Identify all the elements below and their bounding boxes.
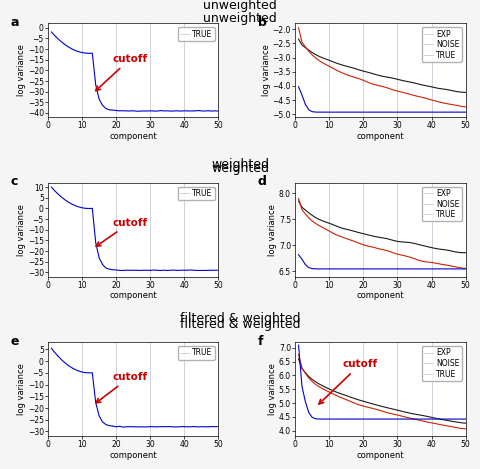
X-axis label: component: component [109,451,157,460]
Legend: EXP, NOISE, TRUE: EXP, NOISE, TRUE [421,187,462,221]
Y-axis label: log variance: log variance [17,204,26,256]
Text: a: a [11,16,19,29]
Text: weighted: weighted [211,162,269,175]
X-axis label: component: component [109,132,157,141]
Y-axis label: log variance: log variance [268,204,277,256]
Text: filtered & weighted: filtered & weighted [180,312,300,325]
Legend: EXP, NOISE, TRUE: EXP, NOISE, TRUE [421,27,462,62]
Text: f: f [258,335,263,348]
Text: cutoff: cutoff [96,54,148,91]
Legend: TRUE: TRUE [178,346,215,360]
X-axis label: component: component [109,291,157,300]
Text: cutoff: cutoff [96,372,148,403]
Y-axis label: log variance: log variance [17,45,26,96]
X-axis label: component: component [357,451,404,460]
Y-axis label: log variance: log variance [268,363,277,415]
Legend: TRUE: TRUE [178,27,215,41]
Legend: EXP, NOISE, TRUE: EXP, NOISE, TRUE [421,346,462,381]
Text: c: c [11,175,18,189]
Text: cutoff: cutoff [319,359,378,404]
Y-axis label: log variance: log variance [262,45,271,96]
Text: b: b [258,16,266,29]
X-axis label: component: component [357,132,404,141]
Text: cutoff: cutoff [96,218,148,246]
Legend: TRUE: TRUE [178,187,215,200]
Y-axis label: log variance: log variance [17,363,26,415]
Text: e: e [11,335,19,348]
Text: unweighted: unweighted [203,12,277,25]
X-axis label: component: component [357,291,404,300]
Text: d: d [258,175,266,189]
Text: weighted: weighted [211,158,269,171]
Text: filtered & weighted: filtered & weighted [180,318,300,331]
Text: unweighted: unweighted [203,0,277,12]
